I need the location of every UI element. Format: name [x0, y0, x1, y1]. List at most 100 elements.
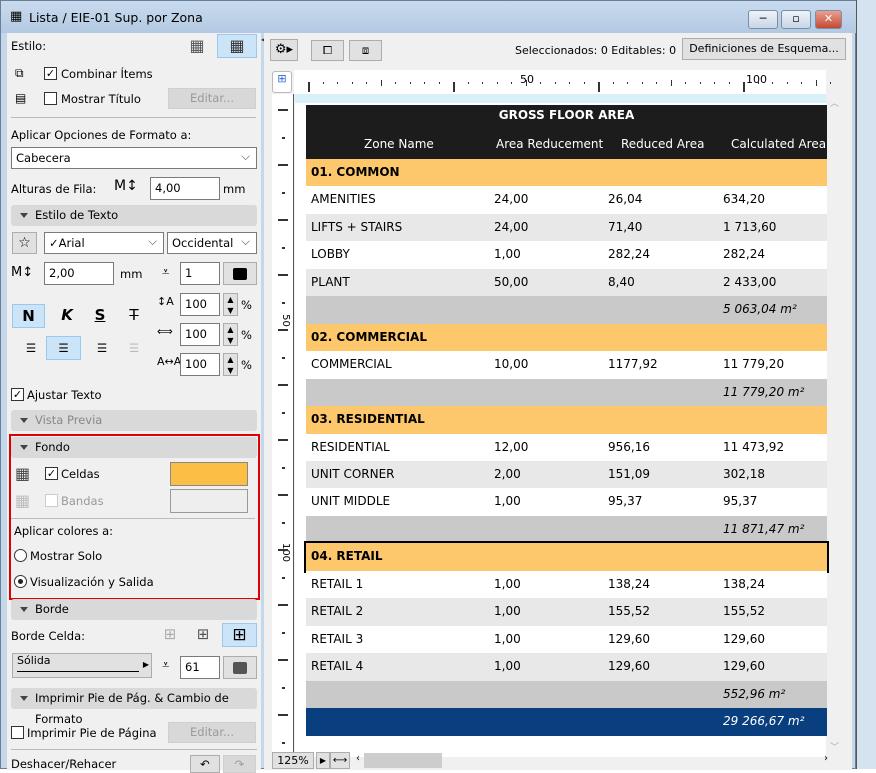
- border-none-icon[interactable]: ⊞: [163, 625, 177, 643]
- align-left-icon[interactable]: ☰: [25, 341, 37, 355]
- table-row[interactable]: RETAIL 2 1,00 155,52 155,52: [306, 598, 827, 626]
- ruler-tick: [278, 164, 288, 166]
- borde-pen-color-button[interactable]: [223, 656, 257, 679]
- spinner[interactable]: ▲ ▼: [223, 323, 238, 346]
- aplicar-select[interactable]: Cabecera: [11, 146, 257, 169]
- imprimir-pie-checkbox[interactable]: [11, 726, 24, 739]
- font-select[interactable]: ✓Arial: [44, 231, 164, 254]
- style-grid-icon[interactable]: ▦: [189, 36, 205, 55]
- borde-pen-input[interactable]: 61: [180, 656, 220, 679]
- style-grid-alt-icon[interactable]: ▦: [217, 34, 257, 58]
- table-row[interactable]: PLANT 50,00 8,40 2 433,00: [306, 268, 827, 297]
- pct-label: %: [241, 328, 252, 342]
- bandas-checkbox[interactable]: [45, 494, 58, 507]
- ruler-tick: [278, 439, 288, 441]
- align-center-icon[interactable]: ☰: [46, 336, 81, 360]
- mostrar-titulo-checkbox[interactable]: [44, 92, 57, 105]
- mostrar-solo-radio[interactable]: [14, 549, 27, 562]
- maximize-button[interactable]: ▫: [781, 10, 811, 29]
- fit-width-icon[interactable]: ⟷: [330, 752, 350, 769]
- subtotal-row[interactable]: 11 779,20 m²: [306, 378, 827, 407]
- category-row[interactable]: 03. RESIDENTIAL: [306, 406, 827, 434]
- redo-icon[interactable]: ↷: [223, 755, 256, 773]
- borde-section[interactable]: Borde: [11, 599, 257, 620]
- scroll-right-icon[interactable]: ›: [824, 753, 828, 764]
- minimize-button[interactable]: ─: [748, 10, 778, 29]
- table-cell: PLANT: [311, 274, 350, 289]
- visualizacion-salida-radio[interactable]: [14, 575, 27, 588]
- zoom-menu-arrow[interactable]: ▶: [316, 752, 330, 769]
- table-row[interactable]: AMENITIES 24,00 26,04 634,20: [306, 186, 827, 214]
- undo-icon[interactable]: ↶: [190, 755, 220, 773]
- italic-button[interactable]: K: [61, 306, 73, 324]
- ruler-tick: [772, 82, 773, 84]
- subtotal-row[interactable]: 552,96 m²: [306, 680, 827, 709]
- script-select[interactable]: Occidental: [167, 231, 257, 254]
- category-row[interactable]: 04. RETAIL: [304, 541, 829, 573]
- table-row[interactable]: UNIT MIDDLE 1,00 95,37 95,37: [306, 488, 827, 516]
- table-row[interactable]: RETAIL 3 1,00 129,60 129,60: [306, 625, 827, 654]
- settings-gear-icon[interactable]: ⚙▸: [270, 39, 298, 61]
- editar-button[interactable]: Editar...: [168, 88, 256, 109]
- ajustar-checkbox[interactable]: ✓: [11, 388, 24, 401]
- scroll-left-icon[interactable]: ‹: [356, 753, 360, 764]
- table-cell: 1,00: [494, 247, 521, 262]
- table-cell: 129,60: [723, 631, 765, 646]
- favorites-star-icon[interactable]: ☆: [12, 232, 37, 254]
- imprimir-pie-label: Imprimir Pie de Página: [27, 726, 157, 740]
- combinar-checkbox[interactable]: ✓: [44, 67, 57, 80]
- ruler-tick: [322, 82, 324, 84]
- alturas-input[interactable]: 4,00: [150, 177, 220, 200]
- definiciones-button[interactable]: Definiciones de Esquema...: [682, 38, 846, 60]
- align-justify-icon[interactable]: ☰: [128, 341, 140, 355]
- category-row[interactable]: 02. COMMERCIAL: [306, 323, 827, 352]
- title-bar[interactable]: ▦ Lista / EIE-01 Sup. por Zona ─ ▫ ✕: [1, 1, 857, 33]
- table-row[interactable]: UNIT CORNER 2,00 151,09 302,18: [306, 460, 827, 489]
- category-row[interactable]: 01. COMMON: [306, 159, 827, 187]
- estilo-texto-section[interactable]: Estilo de Texto: [11, 205, 257, 226]
- vista-previa-section[interactable]: Vista Previa: [11, 410, 257, 431]
- zoom-level[interactable]: 125%: [272, 752, 314, 769]
- borde-celda-label: Borde Celda:: [11, 629, 86, 643]
- ruler-tick: [282, 301, 285, 304]
- bold-button[interactable]: N: [12, 304, 45, 328]
- subtotal-row[interactable]: 5 063,04 m²: [306, 296, 827, 324]
- select-frame-icon[interactable]: ⧠: [311, 40, 344, 61]
- celdas-checkbox[interactable]: ✓: [45, 467, 58, 480]
- border-inner-icon[interactable]: ⊞: [196, 625, 210, 643]
- subtotal-row[interactable]: 11 871,47 m²: [306, 515, 827, 544]
- fondo-section[interactable]: Fondo: [11, 437, 257, 458]
- vertical-scrollbar[interactable]: ︿ ﹀: [826, 94, 844, 757]
- underline-button[interactable]: S: [94, 306, 106, 324]
- celdas-color-swatch[interactable]: [170, 462, 248, 486]
- ruler-origin-icon[interactable]: ⊞: [272, 71, 292, 93]
- total-row[interactable]: 29 266,67 m²: [306, 708, 827, 736]
- editar-pie-button[interactable]: Editar...: [168, 722, 256, 743]
- border-all-icon[interactable]: ⊞: [222, 623, 257, 647]
- select-3d-icon[interactable]: ⧈: [349, 40, 382, 61]
- align-right-icon[interactable]: ☰: [96, 341, 108, 355]
- spinner[interactable]: ▲ ▼: [223, 293, 238, 316]
- spinner[interactable]: ▲ ▼: [223, 353, 238, 376]
- pen-input[interactable]: 1: [180, 262, 220, 285]
- table-row[interactable]: RETAIL 4 1,00 129,60 129,60: [306, 653, 827, 681]
- line-spacing-input[interactable]: 100: [180, 293, 220, 316]
- table-row[interactable]: RESIDENTIAL 12,00 956,16 11 473,92: [306, 433, 827, 461]
- merge-icon: ⧉: [15, 66, 24, 80]
- horizontal-scrollbar-thumb[interactable]: [364, 753, 442, 768]
- table-row[interactable]: RETAIL 1 1,00 138,24 138,24: [306, 570, 827, 599]
- close-button[interactable]: ✕: [815, 10, 842, 29]
- ruler-label: 50: [279, 314, 291, 327]
- width-factor-input[interactable]: 100: [180, 323, 220, 346]
- size-input[interactable]: 2,00: [44, 262, 114, 285]
- pen-color-button[interactable]: [223, 262, 257, 285]
- imprimir-section[interactable]: Imprimir Pie de Pág. & Cambio de Formato: [11, 688, 257, 726]
- table-row[interactable]: LOBBY 1,00 282,24 282,24: [306, 241, 827, 269]
- strikethrough-button[interactable]: T: [129, 306, 139, 324]
- table-row[interactable]: COMMERCIAL 10,00 1177,92 11 779,20: [306, 351, 827, 379]
- bandas-color-swatch[interactable]: [170, 489, 248, 513]
- line-type-select[interactable]: Sólida ▶: [12, 653, 152, 678]
- table-row[interactable]: LIFTS + STAIRS 24,00 71,40 1 713,60: [306, 213, 827, 242]
- char-spacing-input[interactable]: 100: [180, 353, 220, 376]
- ruler-tick: [438, 82, 440, 84]
